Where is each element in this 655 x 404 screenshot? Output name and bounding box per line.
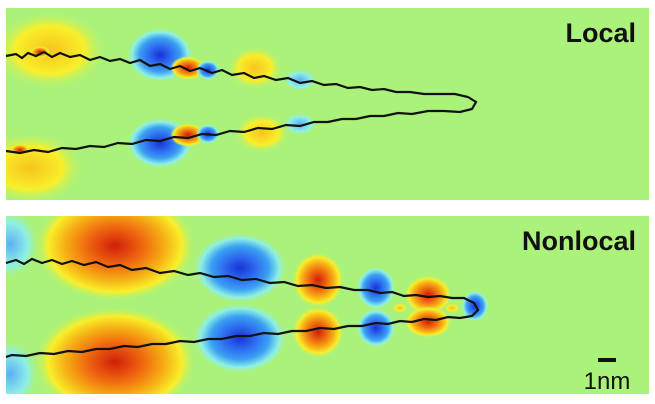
field-lobe (33, 216, 197, 302)
tip-outline-nonlocal (5, 257, 480, 359)
field-lobe (444, 303, 460, 313)
field-lobe (282, 112, 318, 136)
field-lobe (10, 144, 30, 156)
scale-bar (598, 358, 616, 362)
field-lobe (404, 306, 452, 338)
panel-label-nonlocal: Nonlocal (522, 226, 636, 256)
field-lobe (192, 302, 288, 374)
panel-label-local: Local (565, 18, 636, 48)
scale-bar-label: 1nm (584, 368, 631, 395)
panel-local-background (6, 8, 649, 200)
field-lobe (356, 266, 396, 310)
panel-local: Local (5, 8, 649, 200)
field-lobe (356, 308, 396, 348)
field-lobe (6, 338, 40, 394)
field-lobe (196, 60, 220, 80)
field-lobe (170, 56, 206, 80)
field-lobe (292, 252, 344, 308)
field-lobe (282, 68, 318, 92)
field-lobe (292, 306, 344, 358)
field-lobe (192, 232, 288, 304)
field-lobe (392, 303, 408, 313)
field-lobe (227, 46, 283, 90)
field-lobe (234, 113, 290, 153)
field-lobe (30, 46, 50, 58)
tip-outline-local (5, 50, 478, 155)
panel-nonlocal: Nonlocal 1nm (5, 216, 649, 395)
field-lobe (404, 275, 452, 315)
field-lobe (6, 216, 40, 280)
field-lobe (33, 306, 197, 394)
field-lobe (170, 123, 206, 147)
field-lobe (6, 10, 108, 90)
